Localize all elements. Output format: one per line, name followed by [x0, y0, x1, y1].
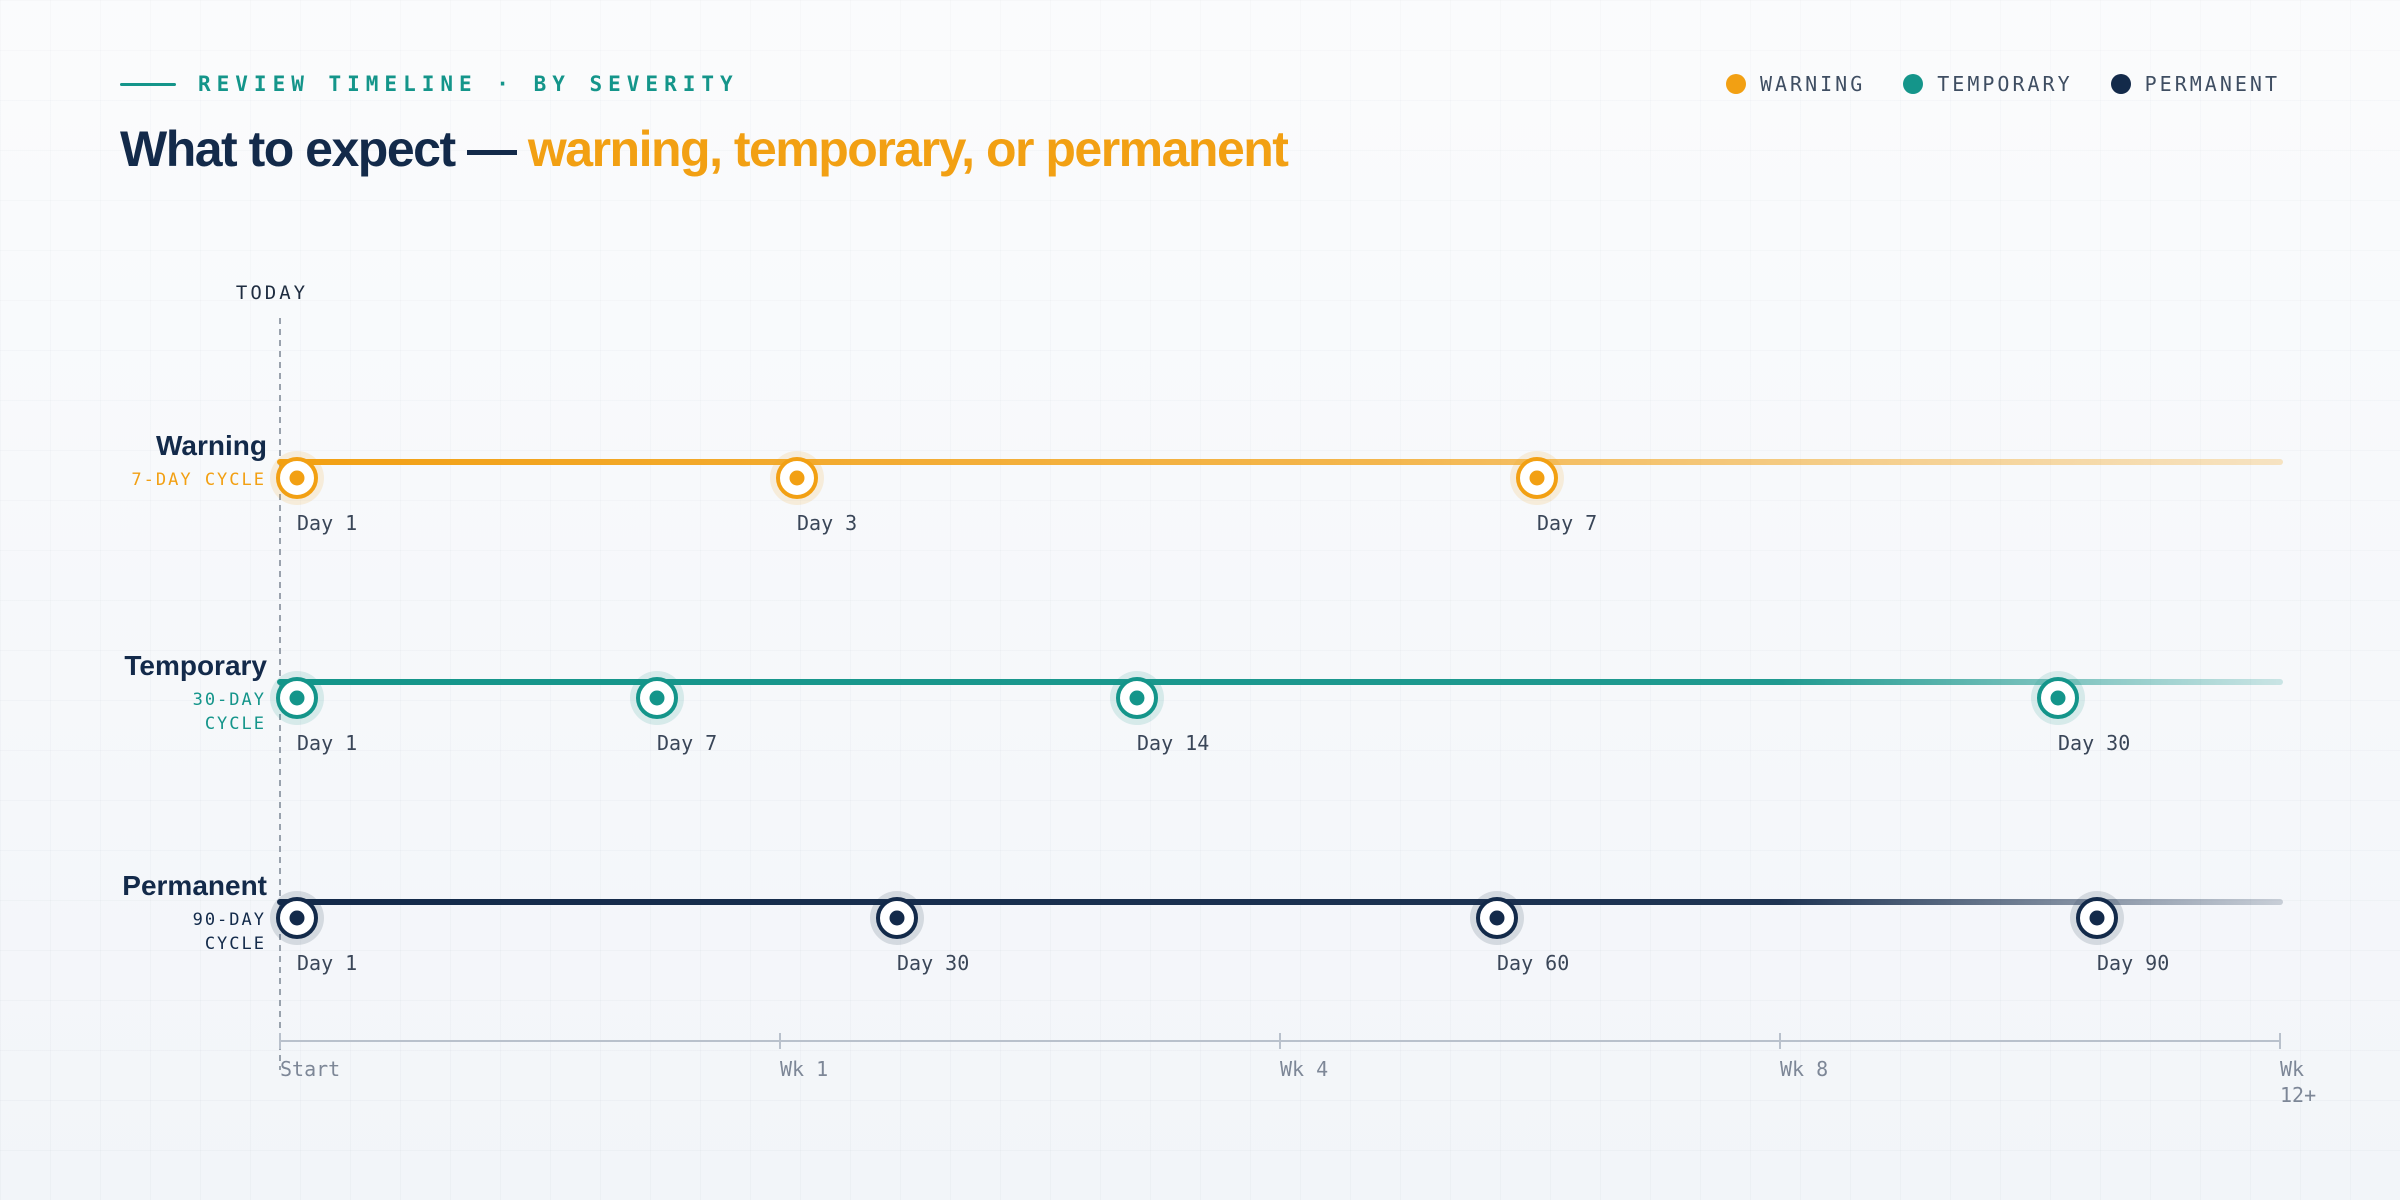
milestone-label: Day 90	[2097, 951, 2169, 975]
legend-label-permanent: PERMANENT	[2144, 72, 2280, 96]
axis-tick-label-wk-1: Wk 1	[780, 1057, 828, 1081]
legend-item-permanent: PERMANENT	[2110, 72, 2280, 96]
milestone-label: Day 3	[797, 511, 857, 535]
milestone-day-3: Day 3	[770, 451, 857, 535]
milestone-label: Day 60	[1497, 951, 1569, 975]
axis-tick-label-wk: Wk	[2280, 1057, 2304, 1081]
axis-tick-label-12: 12+	[2280, 1083, 2316, 1107]
legend-item-warning: WARNING	[1725, 72, 1866, 96]
milestone-dot-icon	[889, 910, 905, 926]
milestone-day-30: Day 30	[2031, 671, 2130, 755]
legend-item-temporary: TEMPORARY	[1903, 72, 2072, 96]
milestone-label: Day 30	[897, 951, 969, 975]
milestone-day-7: Day 7	[1510, 451, 1597, 535]
milestone-dot-icon	[789, 470, 805, 486]
milestone-dot-icon	[289, 690, 305, 706]
milestone-label: Day 1	[297, 731, 357, 755]
milestone-day-30: Day 30	[870, 891, 969, 975]
row-name-warning: Warning	[156, 430, 267, 461]
milestone-day-1: Day 1	[270, 451, 357, 535]
legend: WARNING TEMPORARY PERMANENT	[1725, 72, 2280, 96]
page-title: What to expect — warning, temporary, or …	[120, 118, 1289, 180]
milestone-dot-icon	[1489, 910, 1505, 926]
permanent-dot-icon	[2110, 74, 2131, 94]
milestone-day-1: Day 1	[270, 891, 357, 975]
temporary-dot-icon	[1903, 74, 1924, 94]
milestone-day-7: Day 7	[630, 671, 717, 755]
title-highlight: warning, temporary, or permanent	[527, 121, 1289, 177]
row-name-permanent: Permanent	[122, 870, 267, 901]
legend-label-warning: WARNING	[1759, 72, 1866, 96]
cycle-label: 7-DAY CYCLE	[131, 470, 266, 490]
milestone-label: Day 7	[1537, 511, 1597, 535]
eyebrow-rule	[120, 82, 176, 86]
cycle-label: 90-DAY	[193, 910, 266, 930]
milestone-dot-icon	[1129, 690, 1145, 706]
milestone-label: Day 14	[1137, 731, 1209, 755]
milestone-label: Day 7	[657, 731, 717, 755]
section-eyebrow: REVIEW TIMELINE · BY SEVERITY	[120, 72, 739, 96]
warning-dot-icon	[1725, 74, 1746, 94]
milestone-day-1: Day 1	[270, 671, 357, 755]
cycle-label: CYCLE	[205, 714, 266, 734]
milestone-day-90: Day 90	[2070, 891, 2169, 975]
milestone-label: Day 1	[297, 951, 357, 975]
row-warning: Warning 7-DAY CYCLE Day 1 Day 3 Day 7	[131, 430, 2283, 535]
row-permanent: Permanent 90-DAY CYCLE Day 1 Day 30 Day 60 Day…	[122, 870, 2283, 975]
cycle-label: CYCLE	[205, 934, 266, 954]
milestone-day-14: Day 14	[1110, 671, 1209, 755]
axis-tick-label-wk-8: Wk 8	[1780, 1057, 1828, 1081]
milestone-dot-icon	[1529, 470, 1545, 486]
eyebrow-text: REVIEW TIMELINE · BY SEVERITY	[198, 72, 739, 96]
today-label: TODAY	[236, 282, 308, 304]
legend-label-temporary: TEMPORARY	[1937, 72, 2073, 96]
milestone-day-60: Day 60	[1470, 891, 1569, 975]
title-main: What to expect —	[120, 121, 517, 177]
row-temporary: Temporary 30-DAY CYCLE Day 1 Day 7 Day 14 Day …	[124, 650, 2283, 755]
milestone-dot-icon	[2089, 910, 2105, 926]
milestone-dot-icon	[289, 910, 305, 926]
milestone-dot-icon	[289, 470, 305, 486]
milestone-dot-icon	[2050, 690, 2066, 706]
milestone-label: Day 1	[297, 511, 357, 535]
axis-tick-label-wk-4: Wk 4	[1280, 1057, 1328, 1081]
axis-tick-label-start: Start	[280, 1057, 340, 1081]
cycle-label: 30-DAY	[193, 690, 266, 710]
row-name-temporary: Temporary	[124, 650, 267, 681]
milestone-label: Day 30	[2058, 731, 2130, 755]
milestone-dot-icon	[649, 690, 665, 706]
